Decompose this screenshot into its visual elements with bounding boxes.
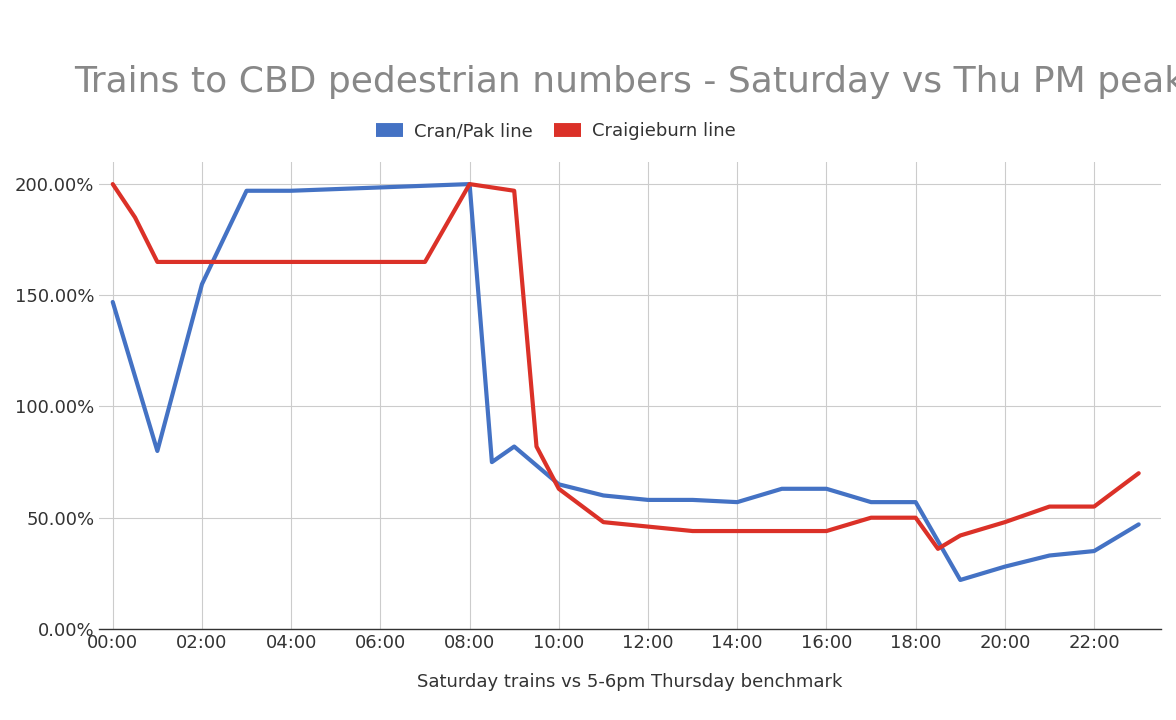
Cran/Pak line [997, 562, 1011, 571]
Craigieburn line [373, 258, 387, 266]
Cran/Pak line [954, 576, 968, 585]
Cran/Pak line [596, 491, 610, 500]
Cran/Pak line [552, 480, 566, 489]
Craigieburn line [997, 518, 1011, 526]
Cran/Pak line [485, 458, 499, 467]
Craigieburn line [1087, 503, 1101, 511]
Cran/Pak line [909, 498, 923, 506]
Craigieburn line [195, 258, 209, 266]
Line: Craigieburn line: Craigieburn line [113, 184, 1138, 549]
Cran/Pak line [775, 485, 789, 493]
Craigieburn line [954, 531, 968, 540]
Cran/Pak line [195, 280, 209, 289]
Craigieburn line [864, 513, 878, 522]
Craigieburn line [106, 180, 120, 189]
Cran/Pak line [820, 485, 834, 493]
Cran/Pak line [285, 186, 299, 195]
Craigieburn line [730, 527, 744, 536]
Legend: Cran/Pak line, Craigieburn line: Cran/Pak line, Craigieburn line [368, 114, 743, 148]
Craigieburn line [285, 258, 299, 266]
Craigieburn line [507, 186, 521, 195]
Cran/Pak line [1131, 520, 1145, 528]
Craigieburn line [151, 258, 165, 266]
Cran/Pak line [106, 297, 120, 306]
Craigieburn line [529, 442, 543, 451]
Craigieburn line [552, 485, 566, 493]
Craigieburn line [1042, 503, 1056, 511]
Craigieburn line [641, 522, 655, 531]
Cran/Pak line [507, 442, 521, 451]
Craigieburn line [775, 527, 789, 536]
X-axis label: Saturday trains vs 5-6pm Thursday benchmark: Saturday trains vs 5-6pm Thursday benchm… [417, 672, 843, 690]
Craigieburn line [596, 518, 610, 526]
Cran/Pak line [462, 180, 476, 189]
Craigieburn line [329, 258, 343, 266]
Title: Trains to CBD pedestrian numbers - Saturday vs Thu PM peak: Trains to CBD pedestrian numbers - Satur… [74, 66, 1176, 99]
Cran/Pak line [1042, 552, 1056, 560]
Craigieburn line [686, 527, 700, 536]
Cran/Pak line [730, 498, 744, 506]
Line: Cran/Pak line: Cran/Pak line [113, 184, 1138, 580]
Craigieburn line [417, 258, 432, 266]
Craigieburn line [909, 513, 923, 522]
Craigieburn line [1131, 469, 1145, 477]
Cran/Pak line [641, 495, 655, 504]
Craigieburn line [462, 180, 476, 189]
Cran/Pak line [864, 498, 878, 506]
Craigieburn line [820, 527, 834, 536]
Craigieburn line [931, 544, 946, 553]
Cran/Pak line [240, 186, 254, 195]
Craigieburn line [240, 258, 254, 266]
Cran/Pak line [686, 495, 700, 504]
Cran/Pak line [151, 446, 165, 455]
Cran/Pak line [1087, 546, 1101, 555]
Craigieburn line [128, 213, 142, 222]
